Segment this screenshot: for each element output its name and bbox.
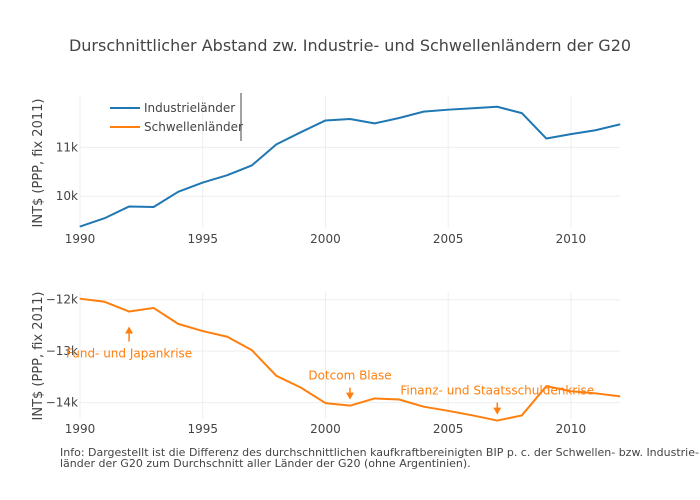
bottom-data-point[interactable] <box>619 395 621 397</box>
bottom-grid <box>79 292 620 418</box>
bottom-data-point[interactable] <box>251 349 253 351</box>
bottom-y-tick-label: −13k <box>46 344 78 358</box>
annotation-arrow-head <box>346 392 354 400</box>
bottom-x-tick-label: 1990 <box>65 422 96 436</box>
bottom-data-point[interactable] <box>300 387 302 389</box>
bottom-y-tick-label: −14k <box>46 396 78 410</box>
bottom-data-point[interactable] <box>570 390 572 392</box>
bottom-data-point[interactable] <box>423 406 425 408</box>
top-data-point[interactable] <box>374 122 376 124</box>
bottom-data-point[interactable] <box>324 402 326 404</box>
bottom-data-point[interactable] <box>202 330 204 332</box>
top-x-tick-label: 1995 <box>187 232 218 246</box>
legend[interactable]: Industrieländer Schwellenländer <box>110 93 243 141</box>
top-plot <box>79 105 621 228</box>
top-data-point[interactable] <box>177 191 179 193</box>
top-x-tick-label: 2010 <box>556 232 587 246</box>
top-y-tick-label: 11k <box>56 140 78 154</box>
bottom-data-point[interactable] <box>104 301 106 303</box>
bottom-data-point[interactable] <box>374 397 376 399</box>
top-data-point[interactable] <box>545 138 547 140</box>
annotations: Fund- und Japankrise Dotcom Blase Finanz- … <box>66 326 594 415</box>
top-data-point[interactable] <box>423 111 425 113</box>
legend-label-industrielaender[interactable]: Industrieländer <box>144 101 235 115</box>
top-data-point[interactable] <box>104 217 106 219</box>
bottom-data-point[interactable] <box>275 375 277 377</box>
bottom-data-point[interactable] <box>398 398 400 400</box>
annotation-arrow-head <box>125 326 134 334</box>
chart-title: Durschnittlicher Abstand zw. Industrie- … <box>69 36 631 55</box>
footnote-line-1: Info: Dargestellt ist die Differenz des … <box>60 446 699 459</box>
top-data-point[interactable] <box>496 106 498 108</box>
top-y-tick-label: 10k <box>56 189 78 203</box>
bottom-data-point[interactable] <box>447 410 449 412</box>
bottom-data-point[interactable] <box>153 307 155 309</box>
bottom-x-tick-label: 1995 <box>187 422 218 436</box>
bottom-data-point[interactable] <box>472 414 474 416</box>
top-data-point[interactable] <box>594 129 596 131</box>
top-y-axis-title: INT$ (PPP, fix 2011) <box>31 99 46 228</box>
top-data-point[interactable] <box>275 143 277 145</box>
top-data-point[interactable] <box>570 133 572 135</box>
top-x-tick-label: 2005 <box>433 232 464 246</box>
top-data-point[interactable] <box>324 119 326 121</box>
bottom-data-point[interactable] <box>128 311 130 313</box>
bottom-axes: 1990 1995 2000 2005 2010 −12k −13k −14k <box>46 293 586 436</box>
bottom-data-point[interactable] <box>226 336 228 338</box>
bottom-y-tick-label: −12k <box>46 293 78 307</box>
bottom-x-tick-label: 2005 <box>433 422 464 436</box>
bottom-data-point[interactable] <box>594 392 596 394</box>
bottom-x-tick-label: 2000 <box>310 422 341 436</box>
bottom-data-point[interactable] <box>521 414 523 416</box>
top-data-point[interactable] <box>128 205 130 207</box>
bottom-data-point[interactable] <box>177 323 179 325</box>
top-data-point[interactable] <box>202 182 204 184</box>
top-data-point[interactable] <box>300 131 302 133</box>
annotation-label: Finanz- und Staatsschuldenkrise <box>400 384 594 398</box>
top-data-point[interactable] <box>349 118 351 120</box>
footnote: Info: Dargestellt ist die Differenz des … <box>60 447 700 469</box>
bottom-data-point[interactable] <box>496 420 498 422</box>
top-grid <box>79 96 620 228</box>
annotation-label: Fund- und Japankrise <box>66 347 192 361</box>
bottom-y-axis-title: INT$ (PPP, fix 2011) <box>31 292 46 421</box>
top-data-point[interactable] <box>153 206 155 208</box>
annotation-label: Dotcom Blase <box>308 369 391 383</box>
bottom-x-tick-label: 2010 <box>556 422 587 436</box>
top-data-point[interactable] <box>447 109 449 111</box>
bottom-data-point[interactable] <box>545 385 547 387</box>
bottom-plot <box>79 297 621 422</box>
top-axes: 1990 1995 2000 2005 2010 10k 11k <box>56 140 586 246</box>
legend-label-schwellenlaender[interactable]: Schwellenländer <box>144 120 243 134</box>
top-data-point[interactable] <box>226 174 228 176</box>
top-data-point[interactable] <box>79 226 81 228</box>
bottom-data-point[interactable] <box>79 298 81 300</box>
top-data-point[interactable] <box>251 164 253 166</box>
annotation-arrow-head <box>493 407 502 415</box>
footnote-line-2: länder der G20 zum Durchschnitt aller Lä… <box>60 457 471 470</box>
top-data-point[interactable] <box>521 112 523 114</box>
top-data-point[interactable] <box>398 117 400 119</box>
bottom-data-point[interactable] <box>349 405 351 407</box>
top-x-tick-label: 2000 <box>310 232 341 246</box>
top-data-point[interactable] <box>472 107 474 109</box>
top-x-tick-label: 1990 <box>65 232 96 246</box>
top-data-point[interactable] <box>619 123 621 125</box>
